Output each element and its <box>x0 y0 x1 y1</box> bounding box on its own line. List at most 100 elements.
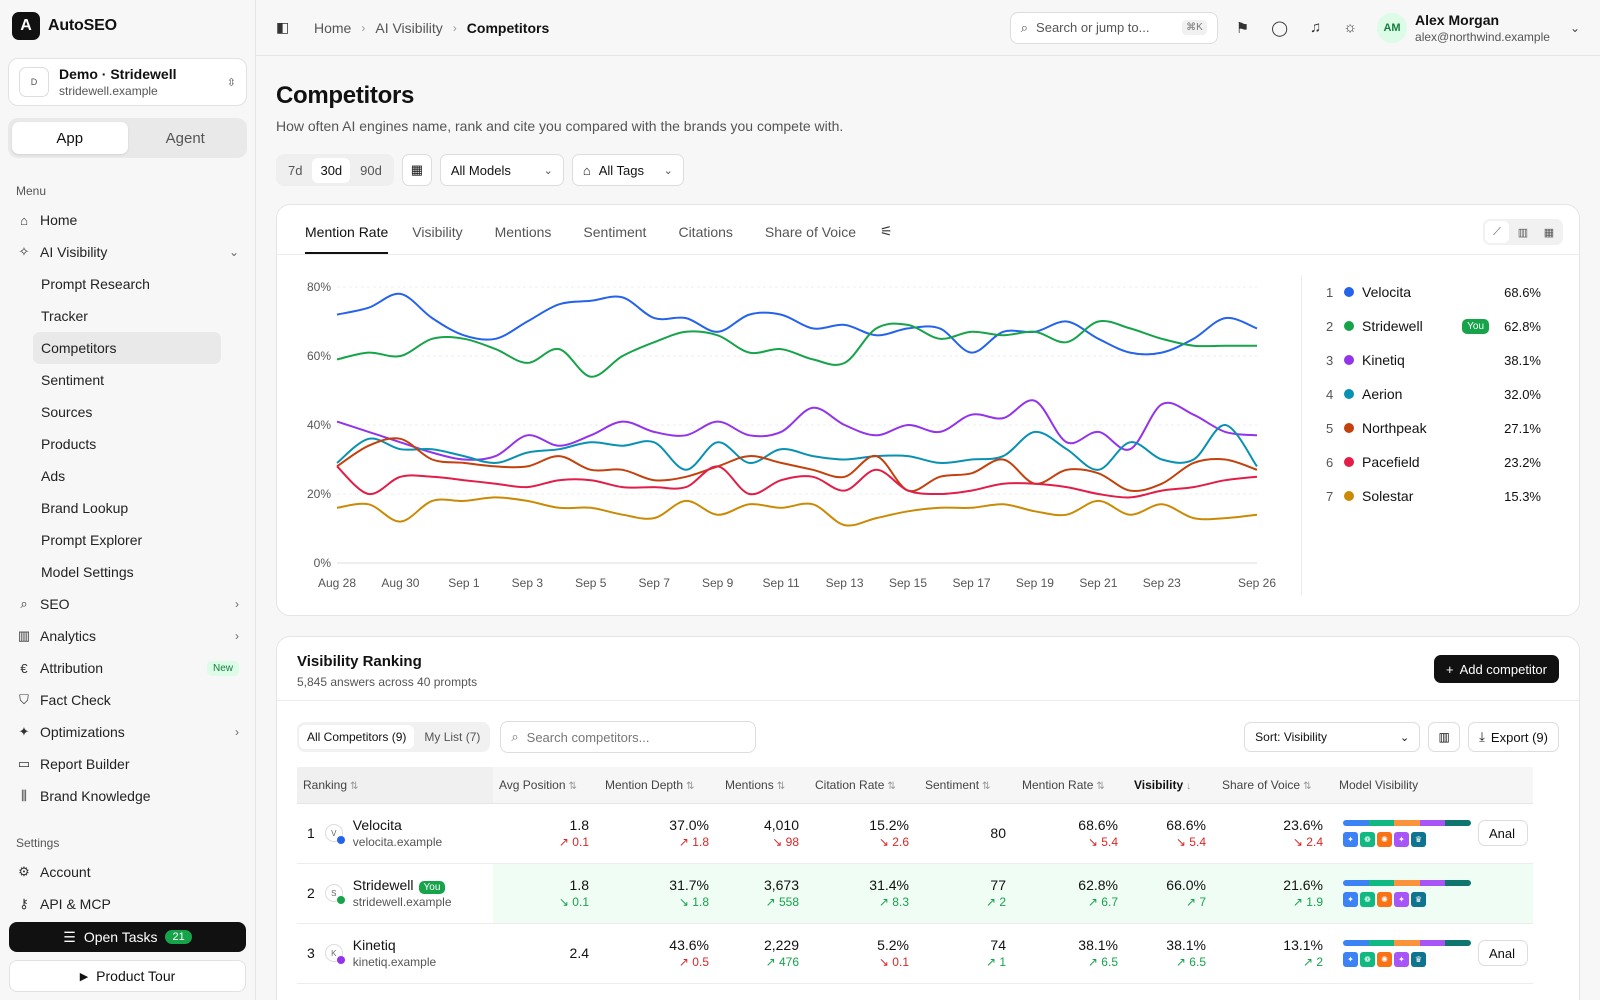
user-menu[interactable]: AM Alex Morgan alex@northwind.example ⌄ <box>1377 12 1580 44</box>
column-citation-rate[interactable]: Citation Rate ⇅ <box>809 767 919 804</box>
line-chart-icon[interactable]: ⟋ <box>1485 221 1509 243</box>
sidebar-item-fact-check[interactable]: ⛉ Fact Check <box>0 684 255 716</box>
sidebar-item-sentiment[interactable]: Sentiment <box>0 364 215 396</box>
competitor[interactable]: 1 V Velocita velocita.example <box>307 817 483 849</box>
column-mentions[interactable]: Mentions ⇅ <box>719 767 809 804</box>
legend-item-pacefield[interactable]: 6 Pacefield 23.2% <box>1326 445 1541 479</box>
column-avg-position[interactable]: Avg Position ⇅ <box>493 767 599 804</box>
sidebar-item-home[interactable]: ⌂ Home <box>0 204 255 236</box>
column-mention-rate[interactable]: Mention Rate ⇅ <box>1016 767 1128 804</box>
mode-agent[interactable]: Agent <box>165 129 205 147</box>
sidebar-item-optimizations[interactable]: ✦ Optimizations › <box>0 716 255 748</box>
home-icon: ⌂ <box>20 212 28 228</box>
legend-item-stridewell[interactable]: 2 Stridewell You 62.8% <box>1326 309 1541 343</box>
chart-tabs: Mention Rate Visibility Mentions Sentime… <box>277 205 1579 255</box>
analyze-button[interactable]: Anal <box>1478 940 1528 966</box>
metric-delta: ↗ 2 <box>985 895 1006 909</box>
list-mine[interactable]: My List (7) <box>424 730 481 744</box>
workspace-switcher[interactable]: D Demo · Stridewell stridewell.example ⇳ <box>8 58 247 106</box>
brand[interactable]: A AutoSEO <box>0 0 255 52</box>
legend-item-kinetiq[interactable]: 3 Kinetiq 38.1% <box>1326 343 1541 377</box>
models-select[interactable]: All Models ⌄ <box>439 154 564 186</box>
tab-share-of-voice[interactable]: Share of Voice <box>764 224 856 240</box>
open-tasks-button[interactable]: ☰ Open Tasks 21 <box>9 922 246 952</box>
tab-visibility[interactable]: Visibility <box>412 224 463 240</box>
sun-icon[interactable]: ☼ <box>1343 18 1358 36</box>
range-30d[interactable]: 30d <box>312 157 351 183</box>
legend-item-northpeak[interactable]: 5 Northpeak 27.1% <box>1326 411 1541 445</box>
range-90d[interactable]: 90d <box>360 162 382 178</box>
sidebar-item-attribution[interactable]: € Attribution New <box>0 652 255 684</box>
sidebar-item-prompt-explorer[interactable]: Prompt Explorer <box>0 524 215 556</box>
metric-value: 37.0% <box>669 817 709 833</box>
legend-item-velocita[interactable]: 1 Velocita 68.6% <box>1326 275 1541 309</box>
columns-icon[interactable]: ▥ <box>1428 722 1461 752</box>
breadcrumb-home[interactable]: Home <box>314 19 352 36</box>
list-all[interactable]: All Competitors (9) <box>299 725 415 749</box>
bar-chart-icon[interactable]: ▥ <box>1517 226 1529 239</box>
bookmark-icon[interactable]: ⚑ <box>1235 19 1250 37</box>
competitor[interactable]: 2 S Stridewell You stridewell.example <box>307 877 483 909</box>
sort-select[interactable]: Sort: Visibility ⌄ <box>1244 722 1421 752</box>
product-tour-button[interactable]: ▶ Product Tour <box>9 960 246 992</box>
sidebar-toggle-icon[interactable]: ◧ <box>276 19 290 35</box>
search-icon: ⌕ <box>511 729 519 744</box>
column-ranking[interactable]: Ranking ⇅ <box>297 767 493 804</box>
legend-item-aerion[interactable]: 4 Aerion 32.0% <box>1326 377 1541 411</box>
sidebar-item-products[interactable]: Products <box>0 428 215 460</box>
metric-delta: ↗ 1.8 <box>678 835 709 849</box>
sidebar-item-label: Model Settings <box>41 564 134 580</box>
sidebar-item-sources[interactable]: Sources <box>0 396 215 428</box>
metric-value: 74 <box>990 937 1006 953</box>
column-share-of-voice[interactable]: Share of Voice ⇅ <box>1216 767 1333 804</box>
bell-icon[interactable]: ♫ <box>1310 18 1322 36</box>
competitor-search-input[interactable]: ⌕ Search competitors... <box>500 721 757 753</box>
model-bar-segment <box>1419 879 1446 886</box>
column-sentiment[interactable]: Sentiment ⇅ <box>919 767 1016 804</box>
sidebar-item-ai-visibility[interactable]: ✧ AI Visibility ⌄ <box>0 236 255 268</box>
sidebar-item-analytics[interactable]: ▥ Analytics › <box>0 620 255 652</box>
sidebar-item-brand-lookup[interactable]: Brand Lookup <box>0 492 215 524</box>
legend-item-solestar[interactable]: 7 Solestar 15.3% <box>1326 479 1541 513</box>
competitor-color-dot <box>336 896 345 904</box>
metric-delta: ↗ 0.1 <box>558 835 589 849</box>
export-button[interactable]: ⤓ Export (9) <box>1468 722 1559 752</box>
tab-citations[interactable]: Citations <box>678 224 733 240</box>
sidebar-item-competitors[interactable]: Competitors <box>33 332 221 364</box>
add-competitor-button[interactable]: + Add competitor <box>1433 655 1559 683</box>
chat-icon[interactable]: ◯ <box>1271 19 1289 37</box>
competitor[interactable]: 3 K Kinetiq kinetiq.example <box>307 937 483 969</box>
logo-icon: A <box>12 12 40 40</box>
sidebar-item-seo[interactable]: ⌕ SEO › <box>0 588 255 620</box>
global-search[interactable]: ⌕ Search or jump to... ⌘K <box>1009 11 1218 44</box>
tab-mention-rate[interactable]: Mention Rate <box>305 224 389 254</box>
tags-select[interactable]: ⌂ All Tags ⌄ <box>571 154 684 186</box>
table-row: 3 K Kinetiq kinetiq.example 2.4 43.6% ↗ 0.5 2,2… <box>297 923 1533 984</box>
settings-list: ⚙ Account ⚷ API & MCP <box>0 856 255 920</box>
range-7d[interactable]: 7d <box>288 162 303 178</box>
mode-app[interactable]: App <box>12 122 128 154</box>
topbar-icons: ⚑ ◯ ♫ ☼ <box>1236 19 1357 37</box>
sidebar-item-api-mcp[interactable]: ⚷ API & MCP <box>0 888 255 920</box>
sort-value: Sort: Visibility <box>1255 730 1327 744</box>
column-visibility[interactable]: Visibility ↓ <box>1128 767 1216 804</box>
sidebar-item-tracker[interactable]: Tracker <box>0 300 215 332</box>
model-icon: ❁ <box>1360 891 1375 907</box>
sidebar-item-prompt-research[interactable]: Prompt Research <box>0 268 215 300</box>
sidebar-item-report-builder[interactable]: ▭ Report Builder <box>0 748 255 780</box>
sidebar-item-ads[interactable]: Ads <box>0 460 215 492</box>
table-icon[interactable]: ▦ <box>1543 226 1555 239</box>
column-mention-depth[interactable]: Mention Depth ⇅ <box>599 767 719 804</box>
metric-delta: ↗ 476 <box>765 955 799 969</box>
tab-mentions[interactable]: Mentions <box>494 224 552 240</box>
sliders-icon[interactable]: ⚟ <box>879 223 893 239</box>
breadcrumb-ai-visibility[interactable]: AI Visibility <box>375 19 443 36</box>
sidebar-item-account[interactable]: ⚙ Account <box>0 856 255 888</box>
calendar-icon[interactable]: ▦ <box>401 154 432 186</box>
sidebar-item-brand-knowledge[interactable]: ⫼ Brand Knowledge <box>0 780 255 812</box>
legend-dot <box>1344 355 1354 365</box>
sidebar-item-model-settings[interactable]: Model Settings <box>0 556 215 588</box>
analyze-button[interactable]: Anal <box>1478 820 1528 846</box>
tab-sentiment[interactable]: Sentiment <box>583 224 647 240</box>
metric-delta: ↘ 5.4 <box>1175 835 1206 849</box>
